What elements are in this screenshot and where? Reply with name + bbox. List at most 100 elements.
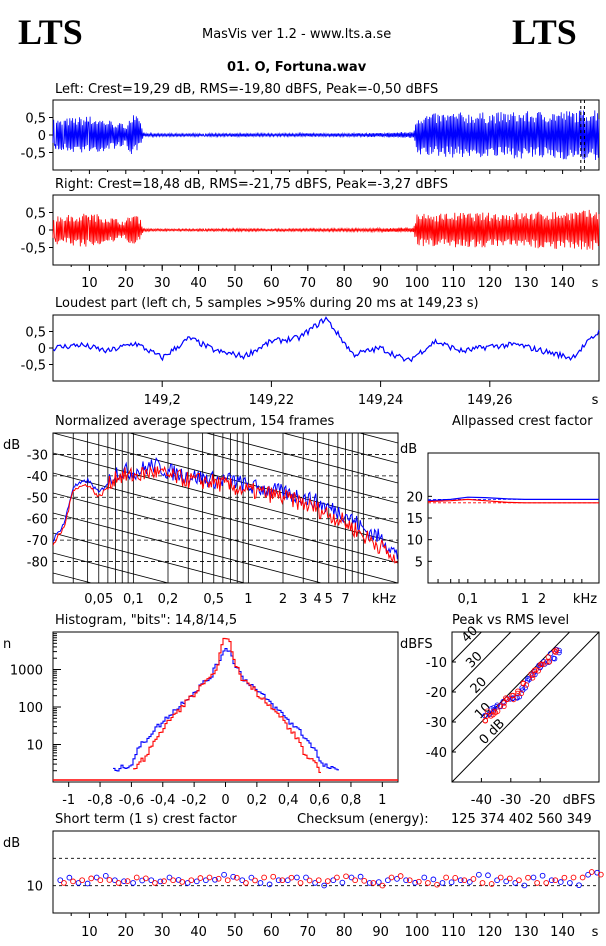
peak-rms-point-right <box>510 696 517 703</box>
short-term-point-left <box>321 882 328 889</box>
peak-rms-point-right <box>482 718 489 724</box>
short-term-point-right <box>579 874 586 881</box>
left-waveform-title: Left: Crest=19,29 dB, RMS=-19,80 dBFS, P… <box>55 82 439 97</box>
short-term-point-left <box>557 879 564 885</box>
short-term-point-left <box>330 877 337 884</box>
crest-series-right <box>427 498 599 504</box>
crest-y-tick-label: 20 <box>406 490 423 505</box>
spectrum-y-tick-label: -60 <box>27 513 48 528</box>
short-term-point-left <box>448 879 455 886</box>
short-term-point-right <box>452 875 459 881</box>
short-term-title: Short term (1 s) crest factor <box>55 812 237 827</box>
short-term-point-right <box>215 875 222 882</box>
short-term-point-left <box>212 876 218 883</box>
short-term-point-left <box>412 879 419 886</box>
short-term-y-tick-label: 10 <box>26 880 43 895</box>
spectrum-x-tick-label: 0,05 <box>84 592 113 607</box>
x-tick-label-1: 60 <box>263 276 280 291</box>
peak-rms-diagonal <box>452 632 541 723</box>
short-term-point-right <box>233 874 240 881</box>
loudest-x-tick-label: 149,24 <box>358 393 404 408</box>
short-term-point-right <box>170 877 176 884</box>
short-term-point-right <box>297 880 304 886</box>
short-term-point-right <box>370 880 377 886</box>
short-term-point-right <box>561 874 568 881</box>
short-term-point-right <box>552 877 559 884</box>
short-term-point-left <box>476 871 482 878</box>
short-term-point-right <box>97 877 104 884</box>
loudest-x-tick-label: 149,2 <box>144 393 181 408</box>
short-term-point-left <box>193 878 200 885</box>
right-waveform-title: Right: Crest=18,48 dB, RMS=-21,75 dBFS, … <box>55 177 448 192</box>
loudest-part-trace <box>52 316 600 363</box>
short-term-point-left <box>93 874 100 881</box>
peak-rms-point-right <box>497 703 503 709</box>
histogram-x-tick-label: 1 <box>378 793 386 808</box>
x-tick-label-1: 80 <box>336 276 353 291</box>
short-term-point-left <box>439 880 446 886</box>
short-term-point-right <box>188 877 195 884</box>
short-term-point-left <box>184 880 191 886</box>
peak-rms-point-right <box>501 703 507 710</box>
short-term-point-right <box>197 875 204 881</box>
short-term-point-right <box>288 874 295 881</box>
peak-rms-diagonal-label: 30 <box>463 649 485 671</box>
short-term-point-right <box>133 874 140 881</box>
short-term-point-left <box>430 876 437 883</box>
spectrum-y-label: dB <box>3 438 20 453</box>
short-term-point-left <box>457 877 464 884</box>
short-term-point-right <box>70 878 76 885</box>
short-term-point-left <box>548 877 555 884</box>
spectrum-slope-line <box>53 613 398 703</box>
short-term-point-left <box>375 879 382 885</box>
loudest-x-tick-label: 149,22 <box>249 393 295 408</box>
short-term-x-unit: s <box>592 925 599 940</box>
loudest-part-title: Loudest part (left ch, 5 samples >95% du… <box>55 296 479 311</box>
x-tick-label-1: 100 <box>405 276 430 291</box>
short-term-x-tick-label: 80 <box>336 925 353 940</box>
histogram-x-tick-label: 0,6 <box>309 793 330 808</box>
spectrum-x-tick-label: 0,5 <box>203 592 224 607</box>
short-term-point-left <box>121 878 127 885</box>
peak-rms-point-left <box>551 655 558 662</box>
y-tick-label-0: 0 <box>38 129 46 144</box>
peak-rms-x-tick-label: -30 <box>500 793 521 808</box>
short-term-x-tick-label: 30 <box>154 925 171 940</box>
short-term-point-left <box>221 871 227 878</box>
short-term-point-left <box>485 872 491 879</box>
peak-rms-diagonal-label: 20 <box>468 675 490 697</box>
short-term-point-right <box>142 875 149 882</box>
short-term-point-left <box>530 874 537 881</box>
peak-rms-frame <box>451 631 600 783</box>
app-title: MasVis ver 1.2 - www.lts.a.se <box>202 27 392 42</box>
spectrum-slope-line <box>53 492 398 583</box>
x-tick-label-1: 70 <box>300 276 317 291</box>
spectrum-slope-line <box>53 472 398 564</box>
peak-rms-y-tick-label: -20 <box>426 686 447 701</box>
short-term-x-tick-label: 70 <box>300 925 317 940</box>
peak-rms-point-right <box>553 647 560 653</box>
spectrum-x-unit: kHz <box>372 592 396 607</box>
short-term-point-left <box>348 874 355 881</box>
short-term-point-right <box>161 878 167 884</box>
short-term-point-left <box>102 872 109 879</box>
histogram-x-tick-label: -0,8 <box>87 793 112 808</box>
short-term-point-left <box>239 877 246 884</box>
spectrum-x-tick-label: 3 <box>299 592 307 607</box>
histogram-series-left <box>113 647 339 772</box>
peak-rms-point-right <box>504 696 511 703</box>
peak-rms-diagonal <box>452 632 482 663</box>
peak-rms-y-tick-label: -30 <box>426 716 447 731</box>
short-term-point-right <box>61 880 67 886</box>
loudest-part-frame <box>52 314 600 382</box>
short-term-point-right <box>479 880 486 886</box>
peak-rms-point-left <box>546 659 552 665</box>
crest-y-tick-label: 15 <box>406 512 423 527</box>
y-tick-label-1: 0,5 <box>25 207 46 222</box>
short-term-point-left <box>385 877 391 884</box>
crest-factor-title: Allpassed crest factor <box>452 414 593 429</box>
crest-x-tick-label: 2 <box>538 592 546 607</box>
short-term-x-tick-label: 10 <box>81 925 98 940</box>
short-term-x-tick-label: 50 <box>227 925 244 940</box>
